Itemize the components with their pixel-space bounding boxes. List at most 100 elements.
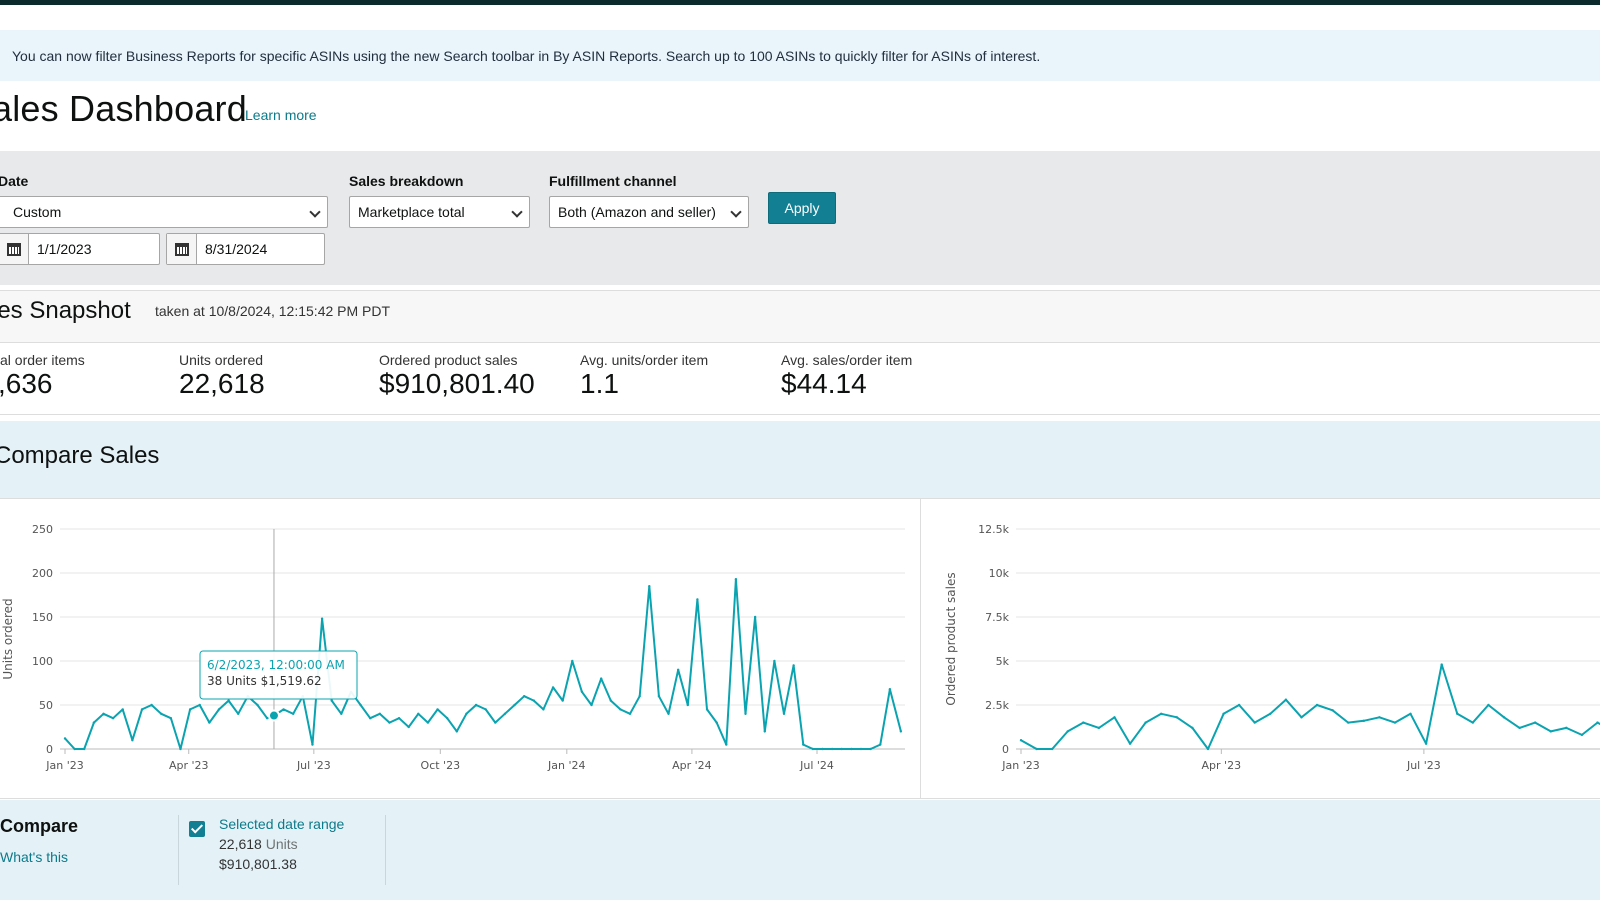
data-point xyxy=(590,703,593,707)
data-point xyxy=(551,686,555,689)
data-point xyxy=(879,743,882,746)
data-point xyxy=(1222,712,1225,715)
selected-range-checkbox[interactable] xyxy=(189,821,205,837)
data-point xyxy=(359,703,362,707)
data-point xyxy=(369,717,372,720)
data-point xyxy=(465,712,468,715)
data-point xyxy=(725,743,728,746)
fulfillment-select[interactable]: Both (Amazon and seller) xyxy=(549,196,749,228)
data-point xyxy=(320,617,324,620)
data-point xyxy=(407,725,410,729)
data-point xyxy=(1487,703,1490,707)
data-point xyxy=(160,712,163,715)
data-point xyxy=(1253,721,1256,724)
data-point xyxy=(1424,742,1428,745)
y-tick-label: 0 xyxy=(1002,743,1009,756)
data-point xyxy=(609,699,612,702)
data-point xyxy=(1160,712,1163,715)
data-point xyxy=(188,708,192,711)
data-point xyxy=(1191,726,1194,730)
data-point xyxy=(1502,716,1506,719)
start-date-value: 1/1/2023 xyxy=(37,241,92,257)
y-tick-label: 200 xyxy=(32,567,53,580)
data-point xyxy=(1082,721,1085,724)
metric-label-avg-units: Avg. units/order item xyxy=(580,352,709,368)
data-point xyxy=(1315,703,1319,707)
selected-range-label[interactable]: Selected date range xyxy=(219,816,345,832)
data-point xyxy=(638,695,641,698)
data-point xyxy=(657,695,661,698)
y-tick-label: 2.5k xyxy=(985,699,1009,712)
chevron-down-icon xyxy=(309,206,321,218)
y-tick-label: 250 xyxy=(32,523,53,536)
x-tick-label: Jan '24 xyxy=(547,759,585,772)
data-point xyxy=(484,708,487,711)
data-point xyxy=(1284,698,1288,701)
apply-button[interactable]: Apply xyxy=(768,192,836,224)
x-tick-label: Jul '23 xyxy=(1406,759,1441,772)
data-point xyxy=(648,585,651,588)
calendar-icon[interactable] xyxy=(0,234,29,264)
tooltip-date: 6/2/2023, 12:00:00 AM xyxy=(207,658,345,672)
data-point xyxy=(542,708,545,711)
data-point xyxy=(330,699,333,702)
data-point xyxy=(676,668,680,671)
data-point xyxy=(1237,703,1241,707)
data-point xyxy=(773,659,776,663)
units-ordered-chart[interactable]: 0 50 100 150 200 250 Jan '23 Apr '23 Jul '23 Oct … xyxy=(0,499,920,799)
sales-chart-panel: 0 2.5k 5k 7.5k 10k 12.5k Jan '23 Apr '23 Jul '23… xyxy=(921,498,1600,799)
data-point xyxy=(686,703,689,707)
data-point xyxy=(580,690,584,693)
x-tick-label: Apr '23 xyxy=(169,759,209,772)
data-point xyxy=(397,717,401,720)
data-point xyxy=(859,747,863,751)
data-point xyxy=(494,721,497,724)
end-date-field[interactable]: 8/31/2024 xyxy=(166,233,325,265)
data-point xyxy=(532,699,536,702)
data-point xyxy=(340,712,343,715)
y-tick-label: 50 xyxy=(39,699,53,712)
data-point xyxy=(667,712,670,715)
sales-breakdown-select[interactable]: Marketplace total xyxy=(349,196,530,228)
metric-label-units-ordered: Units ordered xyxy=(179,352,264,368)
data-point xyxy=(571,659,574,663)
series-line xyxy=(1020,663,1600,750)
date-select[interactable]: Custom xyxy=(0,196,328,228)
data-point xyxy=(378,712,382,715)
sales-breakdown-value: Marketplace total xyxy=(358,204,465,220)
data-point xyxy=(869,747,872,751)
data-point xyxy=(102,712,105,715)
banner-text: You can now filter Business Reports for … xyxy=(12,48,1041,64)
data-point xyxy=(792,664,795,667)
data-point xyxy=(256,703,259,707)
date-select-value: Custom xyxy=(13,204,62,220)
top-bar xyxy=(0,0,1600,5)
data-point xyxy=(1596,721,1599,724)
data-point xyxy=(734,577,738,581)
fulfillment-label: Fulfillment channel xyxy=(549,173,677,189)
data-point xyxy=(599,677,603,680)
learn-more-link[interactable]: Learn more xyxy=(245,107,317,123)
selected-range-units: 22,618 Units xyxy=(219,836,298,852)
data-point xyxy=(821,747,824,751)
data-point xyxy=(150,703,153,707)
data-point xyxy=(522,695,526,698)
ordered-product-sales-chart[interactable]: 0 2.5k 5k 7.5k 10k 12.5k Jan '23 Apr '23 Jul '23… xyxy=(921,499,1600,799)
data-point xyxy=(208,721,211,724)
calendar-icon[interactable] xyxy=(167,234,197,264)
data-point xyxy=(265,717,269,720)
data-point xyxy=(131,739,134,742)
whats-this-link[interactable]: What's this xyxy=(0,849,69,865)
y-tick-label: 10k xyxy=(989,567,1010,580)
y-axis-label: Units ordered xyxy=(1,598,15,679)
data-point xyxy=(503,712,507,715)
data-point xyxy=(217,708,221,711)
data-point xyxy=(311,743,314,746)
data-point xyxy=(1378,716,1381,719)
x-tick-label: Jan '23 xyxy=(1001,759,1039,772)
data-point xyxy=(83,747,86,751)
data-point xyxy=(417,712,420,715)
start-date-field[interactable]: 1/1/2023 xyxy=(0,233,160,265)
data-point xyxy=(237,712,240,715)
data-point xyxy=(111,717,115,720)
